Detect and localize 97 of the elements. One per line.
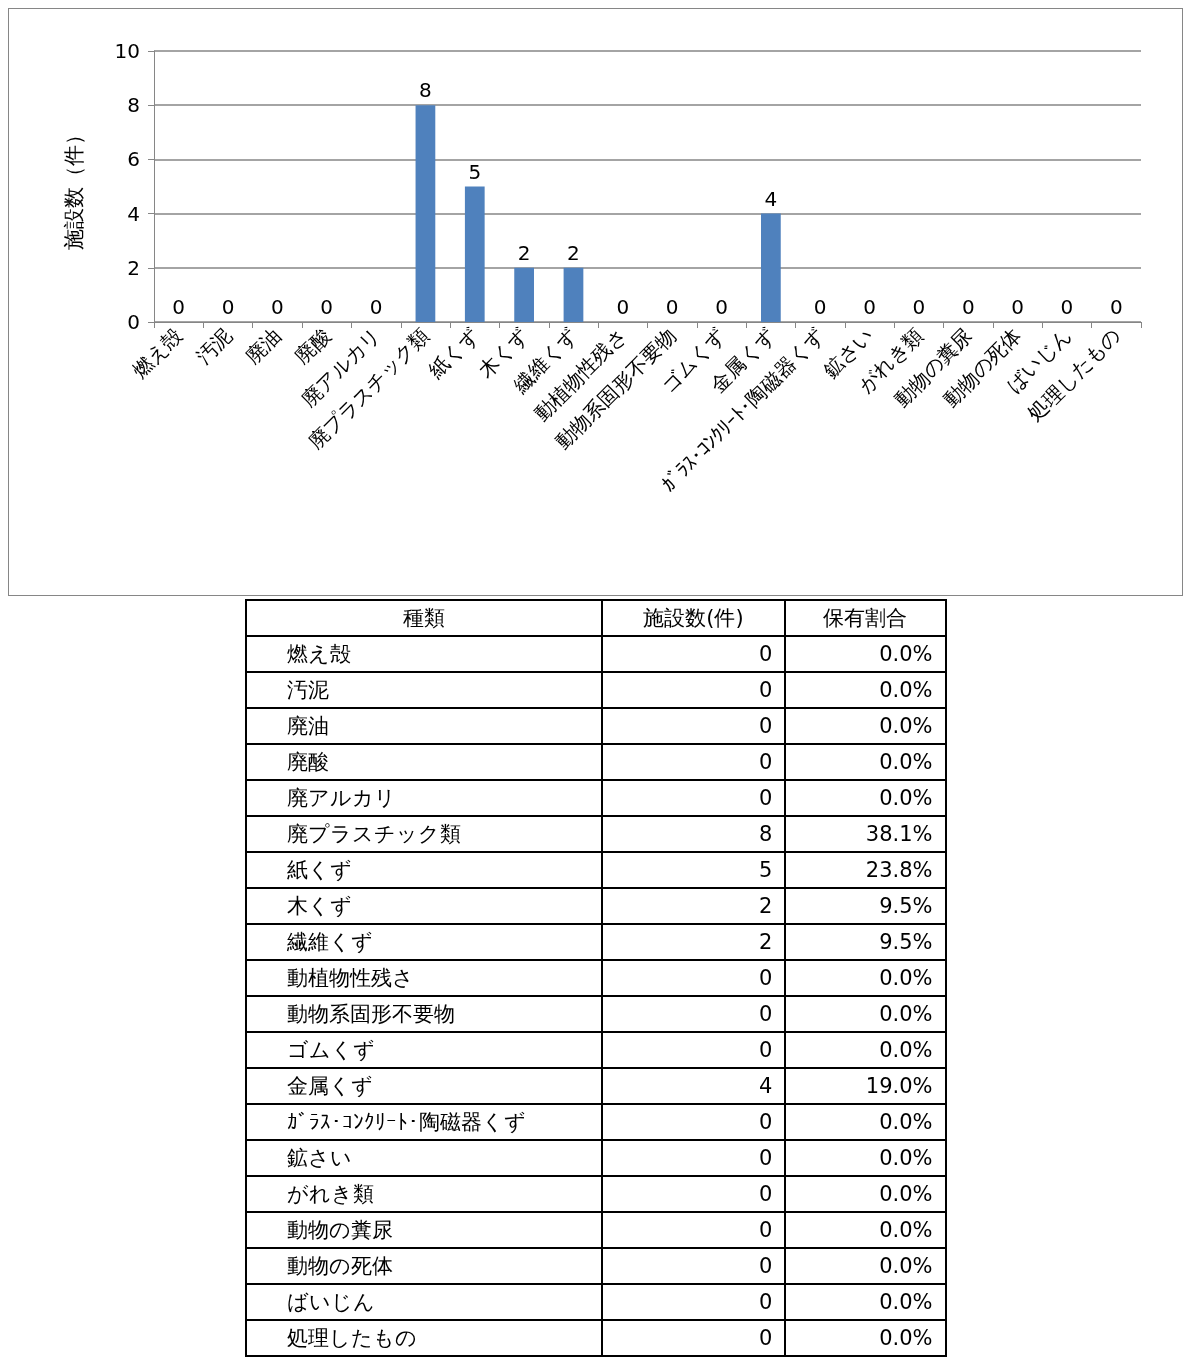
data-label: 0 bbox=[616, 295, 630, 319]
x-tick-label: 汚泥 bbox=[191, 323, 237, 369]
data-label: 2 bbox=[517, 240, 531, 265]
text: 種類 bbox=[245, 600, 602, 636]
y-axis-title: 施設数（件） bbox=[61, 123, 86, 250]
data-label: 0.0% bbox=[785, 1104, 946, 1140]
y-tick-label: 6 bbox=[127, 147, 140, 172]
data-label: 0 bbox=[813, 295, 827, 319]
data-label: 2 bbox=[601, 888, 786, 924]
data-label: 0.0% bbox=[785, 636, 946, 672]
y-tick-label: 4 bbox=[127, 201, 140, 226]
data-label: 0.0% bbox=[785, 672, 946, 708]
data-label: 0 bbox=[601, 1320, 786, 1356]
data-label: 0.0% bbox=[785, 1284, 946, 1320]
data-label: 38.1% bbox=[785, 816, 946, 852]
category-label: 廃酸 bbox=[245, 744, 602, 780]
data-label: 0 bbox=[1109, 295, 1123, 319]
data-label: 0 bbox=[863, 295, 876, 319]
data-label: 0.0% bbox=[785, 1176, 946, 1212]
data-label: 0 bbox=[601, 996, 786, 1032]
category-label: 燃え殻 bbox=[245, 636, 602, 672]
category-label: 鉱さい bbox=[245, 1140, 602, 1176]
data-label: 0.0% bbox=[785, 960, 946, 996]
data-label: 0 bbox=[1011, 295, 1024, 319]
category-label: がれき類 bbox=[245, 1176, 602, 1212]
category-label: 紙くず bbox=[245, 852, 602, 888]
data-label: 9.5% bbox=[785, 888, 946, 924]
text: 施設数(件) bbox=[601, 600, 786, 636]
category-label: 木くず bbox=[245, 888, 602, 924]
data-label: 0 bbox=[601, 672, 786, 708]
data-label: 0 bbox=[601, 1104, 786, 1140]
bar bbox=[415, 105, 436, 322]
category-label: ばいじん bbox=[245, 1284, 602, 1320]
data-label: 0 bbox=[601, 1248, 786, 1284]
y-tick-label: 10 bbox=[114, 39, 140, 63]
data-label: 0.0% bbox=[785, 708, 946, 744]
category-label: 金属くず bbox=[245, 1068, 602, 1104]
data-label: 0 bbox=[1060, 295, 1074, 319]
data-label: 0 bbox=[601, 636, 786, 672]
data-label: 0.0% bbox=[785, 780, 946, 816]
data-label: 0.0% bbox=[785, 1212, 946, 1248]
data-label: 0 bbox=[601, 708, 786, 744]
bar bbox=[514, 267, 534, 322]
category-label: 廃油 bbox=[245, 708, 602, 744]
bar bbox=[464, 186, 485, 322]
data-label: 0 bbox=[320, 295, 334, 319]
data-label: 2 bbox=[567, 240, 580, 265]
data-label: 0.0% bbox=[785, 996, 946, 1032]
data-label: 0 bbox=[601, 780, 786, 816]
category-label: 動物の糞尿 bbox=[245, 1212, 602, 1248]
data-label: 0 bbox=[601, 1212, 786, 1248]
data-label: 0 bbox=[172, 295, 186, 319]
data-label: 0 bbox=[601, 1140, 786, 1176]
data-label: 0.0% bbox=[785, 1248, 946, 1284]
data-label: 0 bbox=[601, 1032, 786, 1068]
bar bbox=[563, 267, 584, 322]
data-label: 23.8% bbox=[785, 852, 946, 888]
category-label: ゴムくず bbox=[245, 1032, 602, 1068]
data-label: 0.0% bbox=[785, 1032, 946, 1068]
category-label: 汚泥 bbox=[245, 672, 602, 708]
data-label: 0 bbox=[369, 295, 383, 319]
y-tick-label: 0 bbox=[127, 310, 140, 334]
data-label: 0 bbox=[961, 295, 975, 319]
x-tick-label: 廃油 bbox=[240, 323, 286, 369]
data-label: 0 bbox=[715, 295, 728, 319]
data-label: 8 bbox=[601, 816, 786, 852]
data-label: 0.0% bbox=[785, 744, 946, 780]
data-label: 0 bbox=[601, 744, 786, 780]
y-tick-label: 8 bbox=[127, 93, 140, 118]
data-label: 8 bbox=[419, 78, 432, 103]
text: 保有割合 bbox=[785, 600, 946, 636]
data-label: 0 bbox=[601, 1284, 786, 1320]
bar bbox=[761, 213, 781, 322]
category-label: 動植物性残さ bbox=[245, 960, 602, 996]
data-label: 0.0% bbox=[785, 1320, 946, 1356]
data-label: 0 bbox=[665, 295, 679, 319]
data-label: 4 bbox=[601, 1068, 786, 1104]
data-label: 0 bbox=[912, 295, 926, 319]
data-label: 9.5% bbox=[785, 924, 946, 960]
data-label: 0 bbox=[271, 295, 284, 319]
data-label: 5 bbox=[468, 159, 482, 184]
data-label: 2 bbox=[601, 924, 786, 960]
category-label: ｶﾞﾗｽ･ｺﾝｸﾘｰﾄ･陶磁器くず bbox=[245, 1104, 602, 1140]
category-label: 処理したもの bbox=[245, 1320, 602, 1356]
category-label: 繊維くず bbox=[245, 924, 602, 960]
data-label: 5 bbox=[601, 852, 786, 888]
y-tick-label: 2 bbox=[127, 255, 140, 280]
data-label: 4 bbox=[764, 186, 778, 211]
category-label: 廃プラスチック類 bbox=[245, 816, 602, 852]
category-label: 動物系固形不要物 bbox=[245, 996, 602, 1032]
data-label: 19.0% bbox=[785, 1068, 946, 1104]
data-label: 0 bbox=[601, 1176, 786, 1212]
data-label: 0 bbox=[601, 960, 786, 996]
data-label: 0.0% bbox=[785, 1140, 946, 1176]
category-label: 動物の死体 bbox=[245, 1248, 602, 1284]
data-label: 0 bbox=[221, 295, 235, 319]
category-label: 廃アルカリ bbox=[245, 780, 602, 816]
